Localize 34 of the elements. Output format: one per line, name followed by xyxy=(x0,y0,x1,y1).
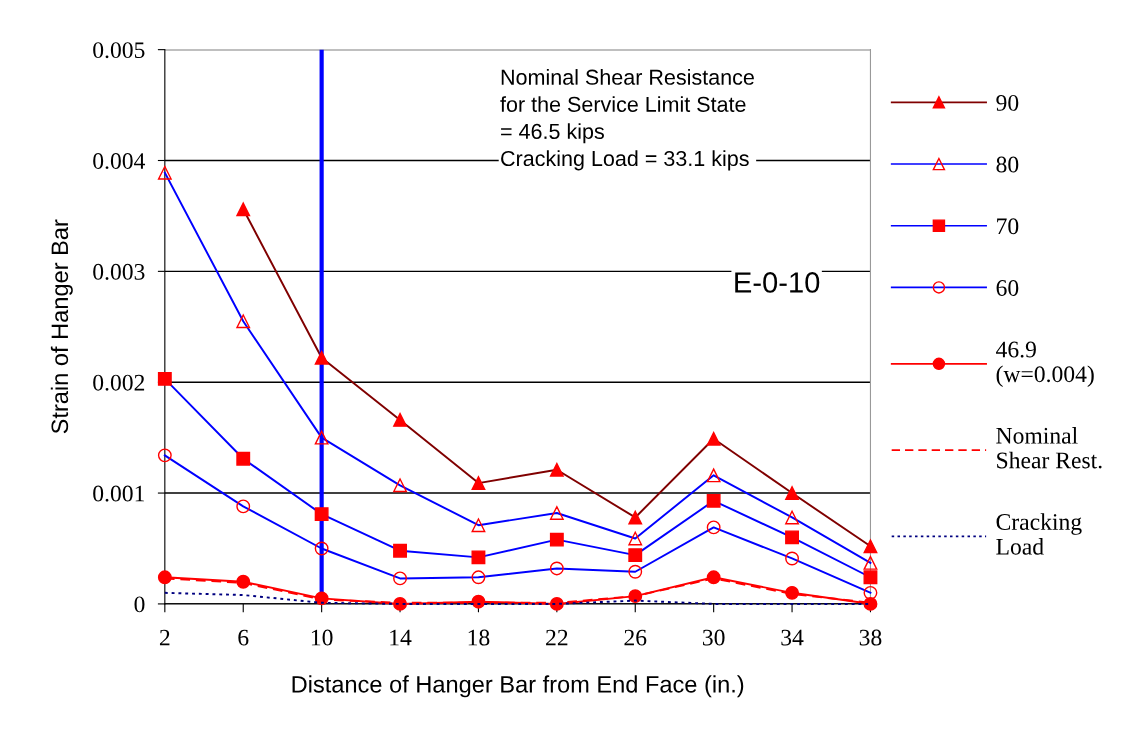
x-tick-label: 38 xyxy=(859,629,882,646)
legend-label: Cracking Load xyxy=(996,513,1082,555)
x-tick-label: 2 xyxy=(159,629,170,646)
point xyxy=(314,591,329,606)
y-tick-label: 0.004 xyxy=(93,152,146,170)
x-tick-label: 6 xyxy=(238,629,249,646)
y-axis-title: Strain of Hanger Bar xyxy=(50,219,73,434)
point xyxy=(393,596,407,611)
x-tick-label: 30 xyxy=(702,629,725,646)
point xyxy=(157,570,172,585)
y-tick-label: 0.002 xyxy=(93,374,145,391)
x-tick-label: 14 xyxy=(390,629,412,646)
legend-label: 46.9 (w=0.004) xyxy=(996,341,1094,387)
point xyxy=(785,585,800,600)
x-tick-label: 26 xyxy=(624,629,647,646)
point xyxy=(706,570,721,585)
legend-label: 80 xyxy=(996,156,1019,173)
legend-label: 70 xyxy=(997,218,1019,235)
y-tick-label: 0.001 xyxy=(93,485,144,502)
annotation: Nominal Shear Resistance for the Service Limit State = 46.5 kips Cracking Load = 33.1 kips xyxy=(500,69,754,171)
y-tick-label: 0 xyxy=(134,596,145,613)
point xyxy=(628,589,643,604)
y-tick-label: 0.003 xyxy=(93,263,145,280)
x-axis-title: Distance of Hanger Bar from End Face (in.) xyxy=(292,675,744,698)
y-tick-label: 0.005 xyxy=(93,42,145,59)
x-tick-label: 10 xyxy=(311,629,333,646)
x-tick-label: 34 xyxy=(781,629,804,646)
legend-label: Nominal Shear Rest. xyxy=(996,427,1102,469)
x-tick-label: 22 xyxy=(546,629,568,646)
legend-label: 60 xyxy=(996,279,1019,296)
point xyxy=(236,574,251,589)
x-tick-label: 18 xyxy=(468,629,490,646)
annotation: E-0-10 xyxy=(735,272,820,293)
legend-label: 90 xyxy=(996,94,1019,111)
